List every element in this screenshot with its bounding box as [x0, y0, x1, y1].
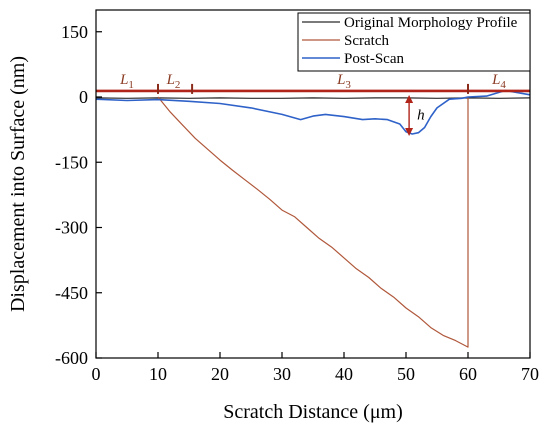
- segment-label: L4: [491, 72, 506, 91]
- y-tick-label: -300: [55, 218, 88, 238]
- x-tick-label: 70: [521, 364, 539, 384]
- y-tick-label: -150: [55, 152, 88, 172]
- depth-label: h: [417, 107, 425, 123]
- y-axis-title: Displacement into Surface (nm): [7, 56, 29, 312]
- segment-label: L1: [119, 72, 134, 91]
- x-tick-label: 0: [92, 364, 101, 384]
- legend-entry: Post-Scan: [344, 51, 405, 67]
- series-line-post-scan: [95, 89, 531, 135]
- legend: Original Morphology Profile Scratch Post-S…: [297, 12, 531, 72]
- x-tick-label: 60: [459, 364, 477, 384]
- legend-entry: Original Morphology Profile: [344, 15, 518, 31]
- x-tick-label: 50: [397, 364, 415, 384]
- x-tick-label: 20: [211, 364, 229, 384]
- annotation-layer: L1 L2 L3 L4 h: [96, 72, 530, 136]
- y-tick-label: 150: [61, 22, 88, 42]
- y-tick-label: -450: [55, 283, 88, 303]
- legend-entry: Scratch: [344, 33, 389, 49]
- x-tick-label: 30: [273, 364, 291, 384]
- y-tick-label: 0: [79, 87, 88, 107]
- segment-label: L2: [166, 72, 181, 91]
- segment-label: L3: [336, 72, 351, 91]
- x-tick-label: 40: [335, 364, 353, 384]
- y-tick-label: -600: [55, 348, 88, 368]
- axes-layer: 0 10 20 30 40 50 60 70 -600 -450 -300 -150 0 150: [55, 9, 539, 384]
- plot-frame: [95, 9, 531, 359]
- series-line-scratch: [157, 96, 469, 348]
- x-axis-title: Scratch Distance (μm): [223, 401, 403, 423]
- x-tick-label: 10: [149, 364, 167, 384]
- legend-box: [297, 12, 531, 72]
- series-layer: [95, 89, 531, 348]
